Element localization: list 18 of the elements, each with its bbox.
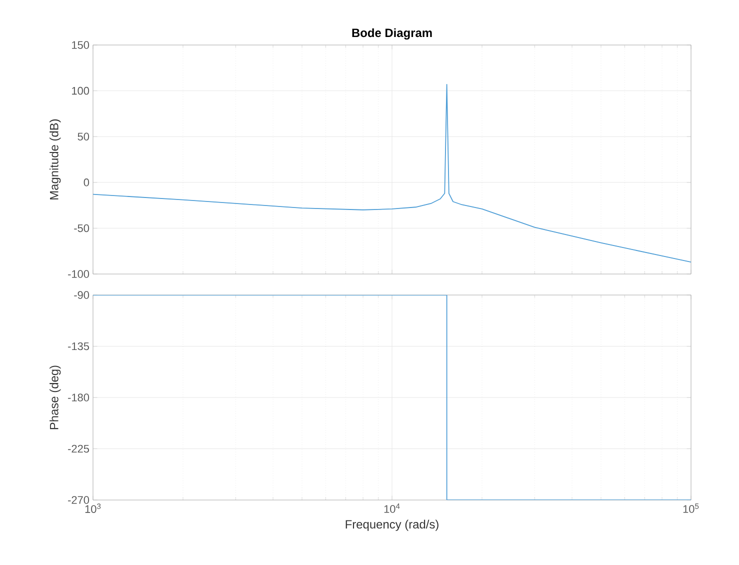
x-axis-title: Frequency (rad/s)	[346, 520, 438, 531]
y-tick-label: -90	[74, 291, 90, 299]
y-tick-label: 150	[72, 41, 90, 49]
y-tick-label: -225	[68, 444, 90, 453]
y-axis-title: Phase (deg)	[50, 366, 61, 430]
y-tick-label: -135	[68, 342, 90, 350]
x-tick-label: 10$^{5}$	[683, 504, 699, 513]
y-axis-title: Magnitude (dB)	[50, 119, 61, 200]
y-tick-label: -100	[68, 270, 90, 278]
y-tick-label: -50	[74, 224, 90, 232]
y-tick-label: 50	[78, 132, 90, 140]
x-tick-label: 10$^{3}$	[85, 504, 101, 513]
y-tick-label: -180	[68, 394, 90, 402]
y-tick-label: -270	[68, 496, 90, 504]
chart-title: Bode Diagram	[352, 28, 432, 40]
y-tick-label: 100	[72, 86, 90, 95]
x-tick-label: 10$^{4}$	[384, 504, 400, 513]
y-tick-label: 0	[84, 178, 90, 186]
